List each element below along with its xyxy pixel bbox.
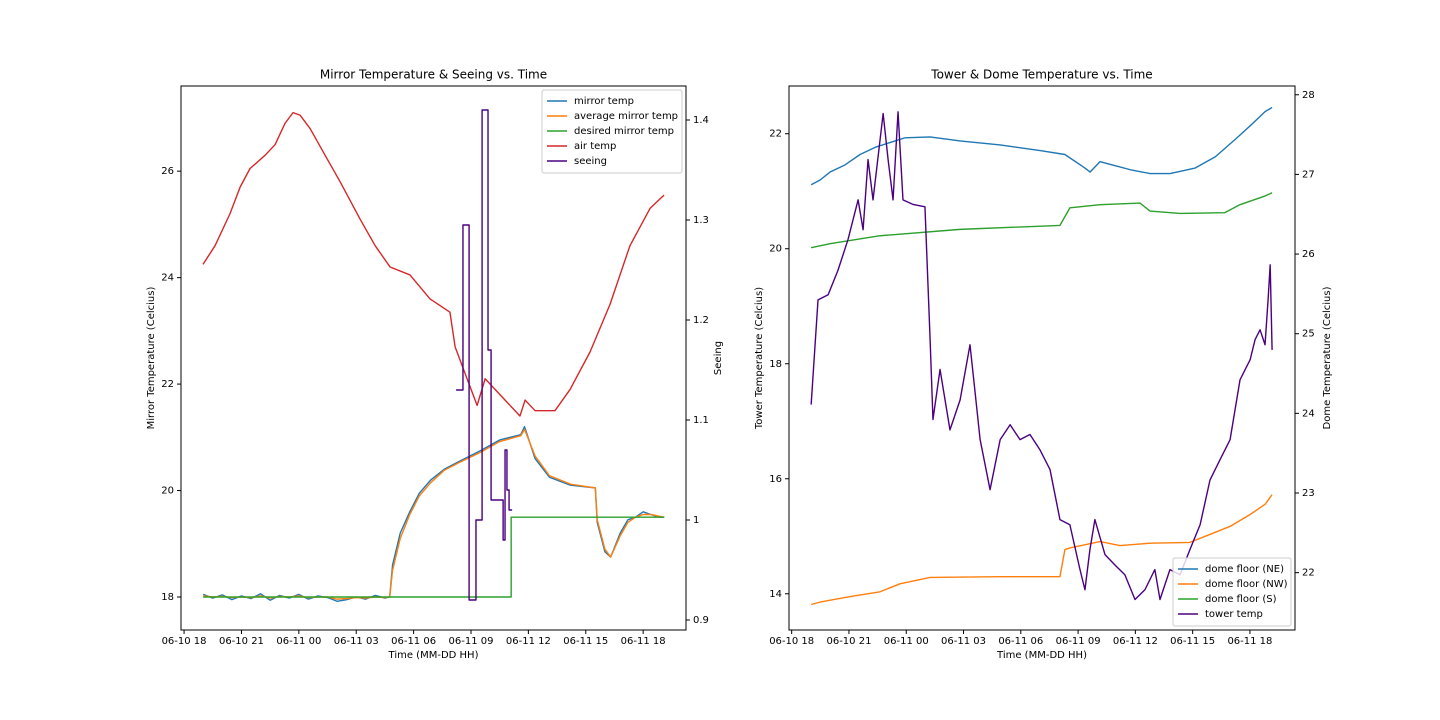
series-line	[202, 425, 665, 602]
legend-label: seeing	[574, 156, 607, 167]
x-axis-label: Time (MM-DD HH)	[996, 650, 1087, 661]
x-tick-label: 06-11 09	[449, 636, 494, 647]
legend-label: average mirror temp	[574, 111, 678, 122]
series-line	[202, 111, 665, 417]
series-line	[810, 111, 1273, 601]
y2-axis-label: Dome Temperature (Celcius)	[1322, 286, 1333, 429]
legend-label: tower temp	[1205, 609, 1263, 620]
x-axis-label: Time (MM-DD HH)	[388, 650, 479, 661]
y2-tick-label: 1	[693, 515, 699, 526]
x-tick-label: 06-10 21	[219, 636, 264, 647]
x-tick-label: 06-11 15	[1170, 636, 1215, 647]
x-tick-label: 06-11 18	[1227, 636, 1272, 647]
chart-title: Tower & Dome Temperature vs. Time	[930, 68, 1152, 82]
y2-tick-label: 0.9	[693, 615, 709, 626]
legend-label: dome floor (NW)	[1205, 579, 1288, 590]
y2-tick-label: 23	[1302, 488, 1315, 499]
x-tick-label: 06-10 18	[162, 636, 207, 647]
y-tick-label: 20	[769, 244, 782, 255]
y2-tick-label: 26	[1302, 249, 1315, 260]
x-tick-label: 06-11 12	[506, 636, 551, 647]
y2-tick-label: 1.2	[693, 315, 709, 326]
y-tick-label: 22	[161, 379, 174, 390]
legend-box	[1172, 557, 1292, 627]
y2-tick-label: 25	[1302, 329, 1315, 340]
y-axis-label: Tower Temperature (Celcius)	[754, 287, 765, 430]
legend-label: dome floor (NE)	[1205, 564, 1284, 575]
x-tick-label: 06-10 18	[769, 636, 814, 647]
x-tick-label: 06-11 00	[276, 636, 321, 647]
x-tick-label: 06-11 15	[563, 636, 608, 647]
y-tick-label: 20	[161, 486, 174, 497]
chart-title: Mirror Temperature & Seeing vs. Time	[320, 68, 547, 82]
x-tick-label: 06-11 00	[884, 636, 929, 647]
x-tick-label: 06-11 18	[621, 636, 666, 647]
legend-label: air temp	[574, 141, 616, 152]
legend-label: desired mirror temp	[574, 126, 674, 137]
x-tick-label: 06-11 06	[391, 636, 436, 647]
y-tick-label: 14	[769, 589, 782, 600]
x-tick-label: 06-10 21	[826, 636, 871, 647]
y2-tick-label: 22	[1302, 568, 1315, 579]
plot-frame	[788, 85, 1296, 631]
y-axis-label: Mirror Temperature (Celcius)	[146, 287, 157, 430]
y2-tick-label: 1.3	[693, 215, 709, 226]
series-line	[811, 192, 1273, 249]
y-tick-label: 18	[769, 359, 782, 370]
x-tick-label: 06-11 09	[1056, 636, 1101, 647]
legend-label: dome floor (S)	[1205, 594, 1277, 605]
y2-tick-label: 24	[1302, 408, 1315, 419]
plot-frame	[180, 85, 687, 631]
y2-axis-label: Seeing	[713, 341, 724, 375]
series-line	[203, 428, 665, 600]
legend-box	[541, 89, 683, 174]
y-tick-label: 24	[161, 273, 174, 284]
y2-tick-label: 1.1	[693, 415, 709, 426]
series-line	[203, 516, 665, 598]
y2-tick-label: 27	[1302, 169, 1315, 180]
series-line	[810, 494, 1273, 606]
y-tick-label: 18	[161, 592, 174, 603]
y2-tick-label: 1.4	[693, 115, 709, 126]
x-tick-label: 06-11 03	[334, 636, 379, 647]
x-tick-label: 06-11 03	[941, 636, 986, 647]
legend-label: mirror temp	[574, 96, 634, 107]
x-tick-label: 06-11 12	[1113, 636, 1158, 647]
y-tick-label: 26	[161, 166, 174, 177]
series-line	[810, 106, 1273, 186]
y2-tick-label: 28	[1302, 90, 1315, 101]
x-tick-label: 06-11 06	[998, 636, 1043, 647]
y-tick-label: 16	[769, 474, 782, 485]
y-tick-label: 22	[769, 129, 782, 140]
series-line	[456, 109, 513, 601]
